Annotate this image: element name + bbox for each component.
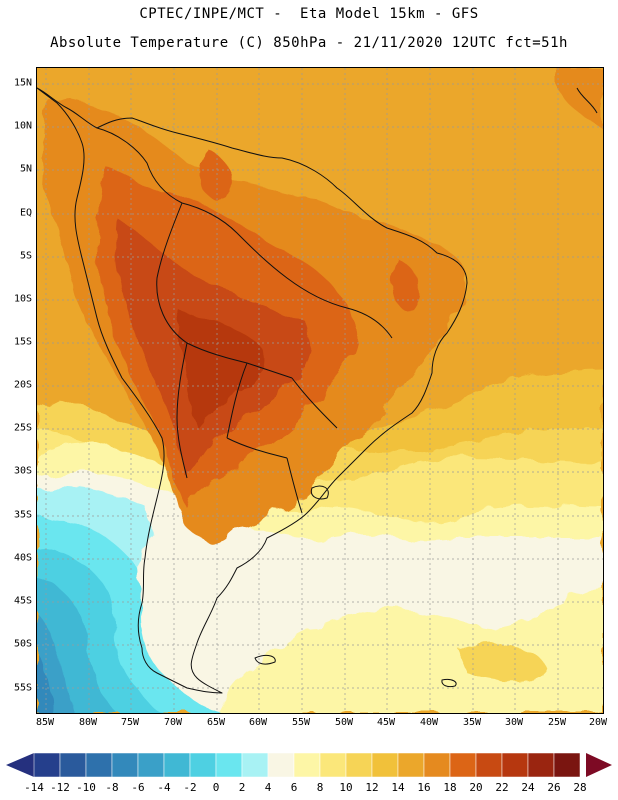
map-canvas xyxy=(37,68,603,713)
lat-label-45s: 45S xyxy=(13,595,32,607)
lat-label-50s: 50S xyxy=(13,638,32,650)
lat-label-30s: 30S xyxy=(13,465,32,477)
land-band-26 xyxy=(177,308,265,428)
south-georgia-outline xyxy=(441,679,457,688)
colorbar-cell xyxy=(397,752,425,778)
colorbar-label: 26 xyxy=(547,781,561,794)
colorbar-cell xyxy=(33,752,61,778)
lat-label-40s: 40S xyxy=(13,552,32,564)
colorbar-cell xyxy=(553,752,581,778)
lon-label-80w: 80W xyxy=(78,717,98,728)
colorbar-cell xyxy=(449,752,477,778)
lon-label-85w: 85W xyxy=(35,717,55,728)
colorbar-cell xyxy=(59,752,87,778)
colorbar-label: 4 xyxy=(264,781,272,794)
colorbar-cells xyxy=(33,752,581,778)
lon-label-35w: 35W xyxy=(462,717,482,728)
chart-subtitle: Absolute Temperature (C) 850hPa - 21/11/… xyxy=(50,35,568,51)
lat-label-15s: 15S xyxy=(13,336,32,348)
colorbar-cell xyxy=(215,752,243,778)
colorbar-label: 24 xyxy=(521,781,535,794)
colorbar-cell xyxy=(189,752,217,778)
colorbar-label: 2 xyxy=(238,781,246,794)
lat-label-20s: 20S xyxy=(13,379,32,391)
lon-label-40w: 40W xyxy=(419,717,439,728)
colorbar-label: 0 xyxy=(212,781,220,794)
lat-label-10s: 10S xyxy=(13,293,32,305)
colorbar-label: -6 xyxy=(131,781,145,794)
colorbar-label: 22 xyxy=(495,781,509,794)
colorbar-cell xyxy=(111,752,139,778)
colorbar-label: 28 xyxy=(573,781,587,794)
coastlines xyxy=(37,87,598,694)
lat-label-eq: EQ xyxy=(19,207,32,219)
colorbar-label: 6 xyxy=(290,781,298,794)
colorbar-cell xyxy=(85,752,113,778)
colorbar-label: 8 xyxy=(316,781,324,794)
warm-patch-south xyxy=(457,643,547,682)
lon-label-30w: 30W xyxy=(504,717,524,728)
colorbar-cell xyxy=(371,752,399,778)
colorbar-label: 16 xyxy=(417,781,431,794)
lat-label-5n: 5N xyxy=(19,163,32,175)
lat-label-15n: 15N xyxy=(13,77,32,89)
lat-label-55s: 55S xyxy=(13,682,32,694)
colorbar-label: -14 xyxy=(24,781,44,794)
lat-label-25s: 25S xyxy=(13,422,32,434)
colorbar-high-arrow xyxy=(586,753,612,777)
colorbar-cell xyxy=(475,752,503,778)
colorbar-cell xyxy=(137,752,165,778)
colorbar-cell xyxy=(423,752,451,778)
colorbar-label: 20 xyxy=(469,781,483,794)
south-america-coast xyxy=(37,87,468,694)
colorbar-cell xyxy=(241,752,269,778)
lat-label-35s: 35S xyxy=(13,509,32,521)
lagoon-outline xyxy=(310,485,329,500)
lon-label-45w: 45W xyxy=(376,717,396,728)
colorbar-cell xyxy=(293,752,321,778)
lat-label-10n: 10N xyxy=(13,120,32,132)
colorbar-label: 14 xyxy=(391,781,405,794)
land-patch-north xyxy=(201,148,231,201)
lon-label-25w: 25W xyxy=(547,717,567,728)
colorbar-label: -2 xyxy=(183,781,197,794)
colorbar-cell xyxy=(319,752,347,778)
colorbar-low-arrow xyxy=(6,753,34,777)
colorbar-cell xyxy=(527,752,555,778)
lon-label-20w: 20W xyxy=(588,717,608,728)
lon-label-75w: 75W xyxy=(120,717,140,728)
colorbar-label: 18 xyxy=(443,781,457,794)
colorbar-label: 10 xyxy=(339,781,353,794)
colorbar-label: -8 xyxy=(105,781,119,794)
chart-title: CPTEC/INPE/MCT - Eta Model 15km - GFS xyxy=(139,6,479,22)
temperature-map xyxy=(36,67,604,714)
colorbar xyxy=(6,752,612,778)
colorbar-cell xyxy=(345,752,373,778)
caribbean-coast xyxy=(576,87,598,114)
colorbar-label: -4 xyxy=(157,781,171,794)
colorbar-label: -12 xyxy=(50,781,70,794)
colorbar-cell xyxy=(163,752,191,778)
lat-label-5s: 5S xyxy=(19,250,32,262)
warm-patch-north xyxy=(557,68,603,128)
colorbar-label: 12 xyxy=(365,781,379,794)
land-patch-northeast xyxy=(390,258,420,309)
band-minus6 xyxy=(37,653,52,713)
colorbar-cell xyxy=(501,752,529,778)
lon-label-60w: 60W xyxy=(248,717,268,728)
lon-label-55w: 55W xyxy=(291,717,311,728)
band-8 xyxy=(37,472,603,713)
colorbar-cell xyxy=(267,752,295,778)
lon-label-65w: 65W xyxy=(206,717,226,728)
lon-label-70w: 70W xyxy=(163,717,183,728)
grid-lines xyxy=(37,68,603,713)
falkland-islands-outline xyxy=(254,654,276,665)
colorbar-label: -10 xyxy=(76,781,96,794)
lon-label-50w: 50W xyxy=(334,717,354,728)
country-borders xyxy=(96,127,393,514)
